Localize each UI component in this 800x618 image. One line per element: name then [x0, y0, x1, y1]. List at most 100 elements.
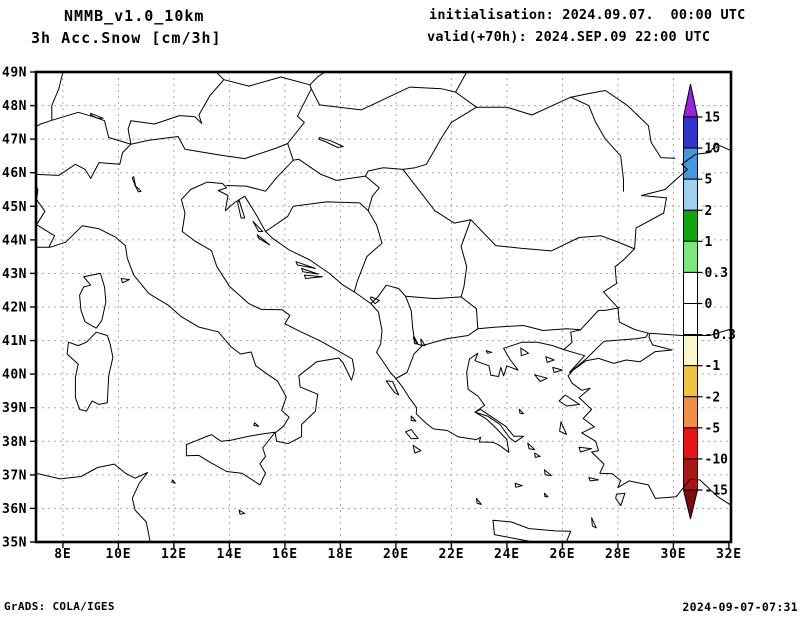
- lat-label: 44N: [2, 233, 27, 248]
- lat-label: 46N: [2, 166, 27, 181]
- lake-outline: [420, 338, 426, 347]
- coastline: [545, 356, 555, 363]
- lake-outline: [90, 112, 104, 119]
- lon-label: 20E: [383, 547, 409, 562]
- colorbar-arrow-down: [682, 489, 699, 520]
- country-border: [36, 143, 132, 179]
- lat-label: 42N: [2, 301, 27, 316]
- country-border: [460, 296, 479, 330]
- coastline: [475, 497, 482, 505]
- colorbar-label: 0: [705, 297, 713, 312]
- colorbar-label: 0.3: [705, 266, 728, 281]
- coastline: [474, 408, 525, 443]
- lon-label: 32E: [716, 547, 742, 562]
- country-border: [395, 345, 423, 379]
- coastline: [185, 431, 276, 486]
- country-border: [364, 175, 380, 212]
- coastline: [588, 477, 599, 482]
- colorbar-segment: [683, 116, 698, 149]
- colorbar-segment: [683, 240, 698, 273]
- coastline: [514, 482, 523, 488]
- country-border: [402, 106, 477, 170]
- country-border: [402, 168, 472, 224]
- lat-label: 36N: [2, 502, 27, 517]
- lat-label: 48N: [2, 99, 27, 114]
- coastline: [410, 415, 417, 422]
- coastline: [492, 519, 572, 542]
- country-border: [364, 167, 404, 177]
- lon-label: 30E: [660, 547, 686, 562]
- country-border: [460, 219, 472, 298]
- colorbar-segment: [683, 396, 698, 429]
- coastline: [405, 429, 419, 440]
- coastline: [256, 234, 271, 246]
- coastline: [79, 272, 107, 329]
- country-border: [353, 210, 383, 293]
- coastline: [534, 452, 541, 458]
- lake-outline: [412, 336, 419, 345]
- country-border: [287, 143, 366, 181]
- axis-labels: 49N 48N 47N 46N 45N 44N 43N 42N 41N 40N 39N 38N 37N 3…: [2, 66, 742, 563]
- colorbar: [682, 83, 703, 520]
- lat-label: 35N: [2, 536, 27, 551]
- colorbar-label: -0.3: [705, 328, 736, 343]
- colorbar-segment: [683, 209, 698, 242]
- country-border: [130, 136, 289, 160]
- country-border: [127, 120, 132, 145]
- lat-label: 49N: [2, 66, 27, 81]
- colorbar-label: 5: [705, 173, 713, 188]
- creation-timestamp: 2024-09-07-07:31: [682, 600, 798, 614]
- geography: [36, 72, 731, 542]
- country-border: [265, 201, 369, 232]
- coastline: [543, 492, 549, 498]
- colorbar-segment: [683, 178, 698, 211]
- lat-label: 39N: [2, 401, 27, 416]
- coastline: [120, 278, 130, 284]
- lon-label: 18E: [327, 547, 353, 562]
- lat-label: 37N: [2, 468, 27, 483]
- coastline: [36, 463, 151, 542]
- country-border: [455, 91, 477, 108]
- lat-label: 38N: [2, 435, 27, 450]
- coastline: [543, 469, 552, 476]
- lat-label: 43N: [2, 267, 27, 282]
- coastline: [558, 394, 581, 407]
- model-title: NMMB_v1.0_10km: [64, 7, 205, 25]
- colorbar-label: -5: [705, 421, 721, 436]
- lake-outline: [318, 137, 344, 148]
- country-border: [405, 295, 423, 347]
- country-border: [570, 90, 606, 98]
- lake-outline: [485, 350, 493, 354]
- lon-label: 16E: [272, 547, 298, 562]
- coastline: [559, 421, 568, 436]
- colorbar-label: -15: [705, 484, 728, 499]
- country-border: [287, 84, 312, 144]
- country-border: [223, 72, 326, 87]
- colorbar-arrow-up: [682, 83, 699, 118]
- lon-label: 22E: [438, 547, 464, 562]
- country-border: [226, 159, 294, 192]
- country-border: [310, 72, 468, 111]
- coastline: [412, 444, 422, 454]
- coastline: [295, 261, 316, 269]
- lon-label: 28E: [605, 547, 631, 562]
- coastline: [301, 267, 319, 275]
- coastline: [552, 366, 563, 373]
- country-border: [563, 329, 581, 351]
- colorbar-label: 2: [705, 204, 713, 219]
- lat-label: 45N: [2, 200, 27, 215]
- colorbar-label: 10: [705, 142, 721, 157]
- lon-label: 8E: [54, 547, 71, 562]
- coastline: [520, 347, 530, 357]
- colorbar-label: 1: [705, 235, 713, 250]
- lat-label: 40N: [2, 368, 27, 383]
- country-border: [421, 328, 479, 347]
- colorbar-segment: [683, 303, 698, 336]
- field-title: 3h Acc.Snow [cm/3h]: [31, 29, 222, 47]
- coastline: [385, 380, 400, 396]
- coastline: [615, 492, 626, 507]
- coastline: [527, 442, 536, 451]
- coastline: [253, 422, 260, 427]
- lon-label: 14E: [216, 547, 242, 562]
